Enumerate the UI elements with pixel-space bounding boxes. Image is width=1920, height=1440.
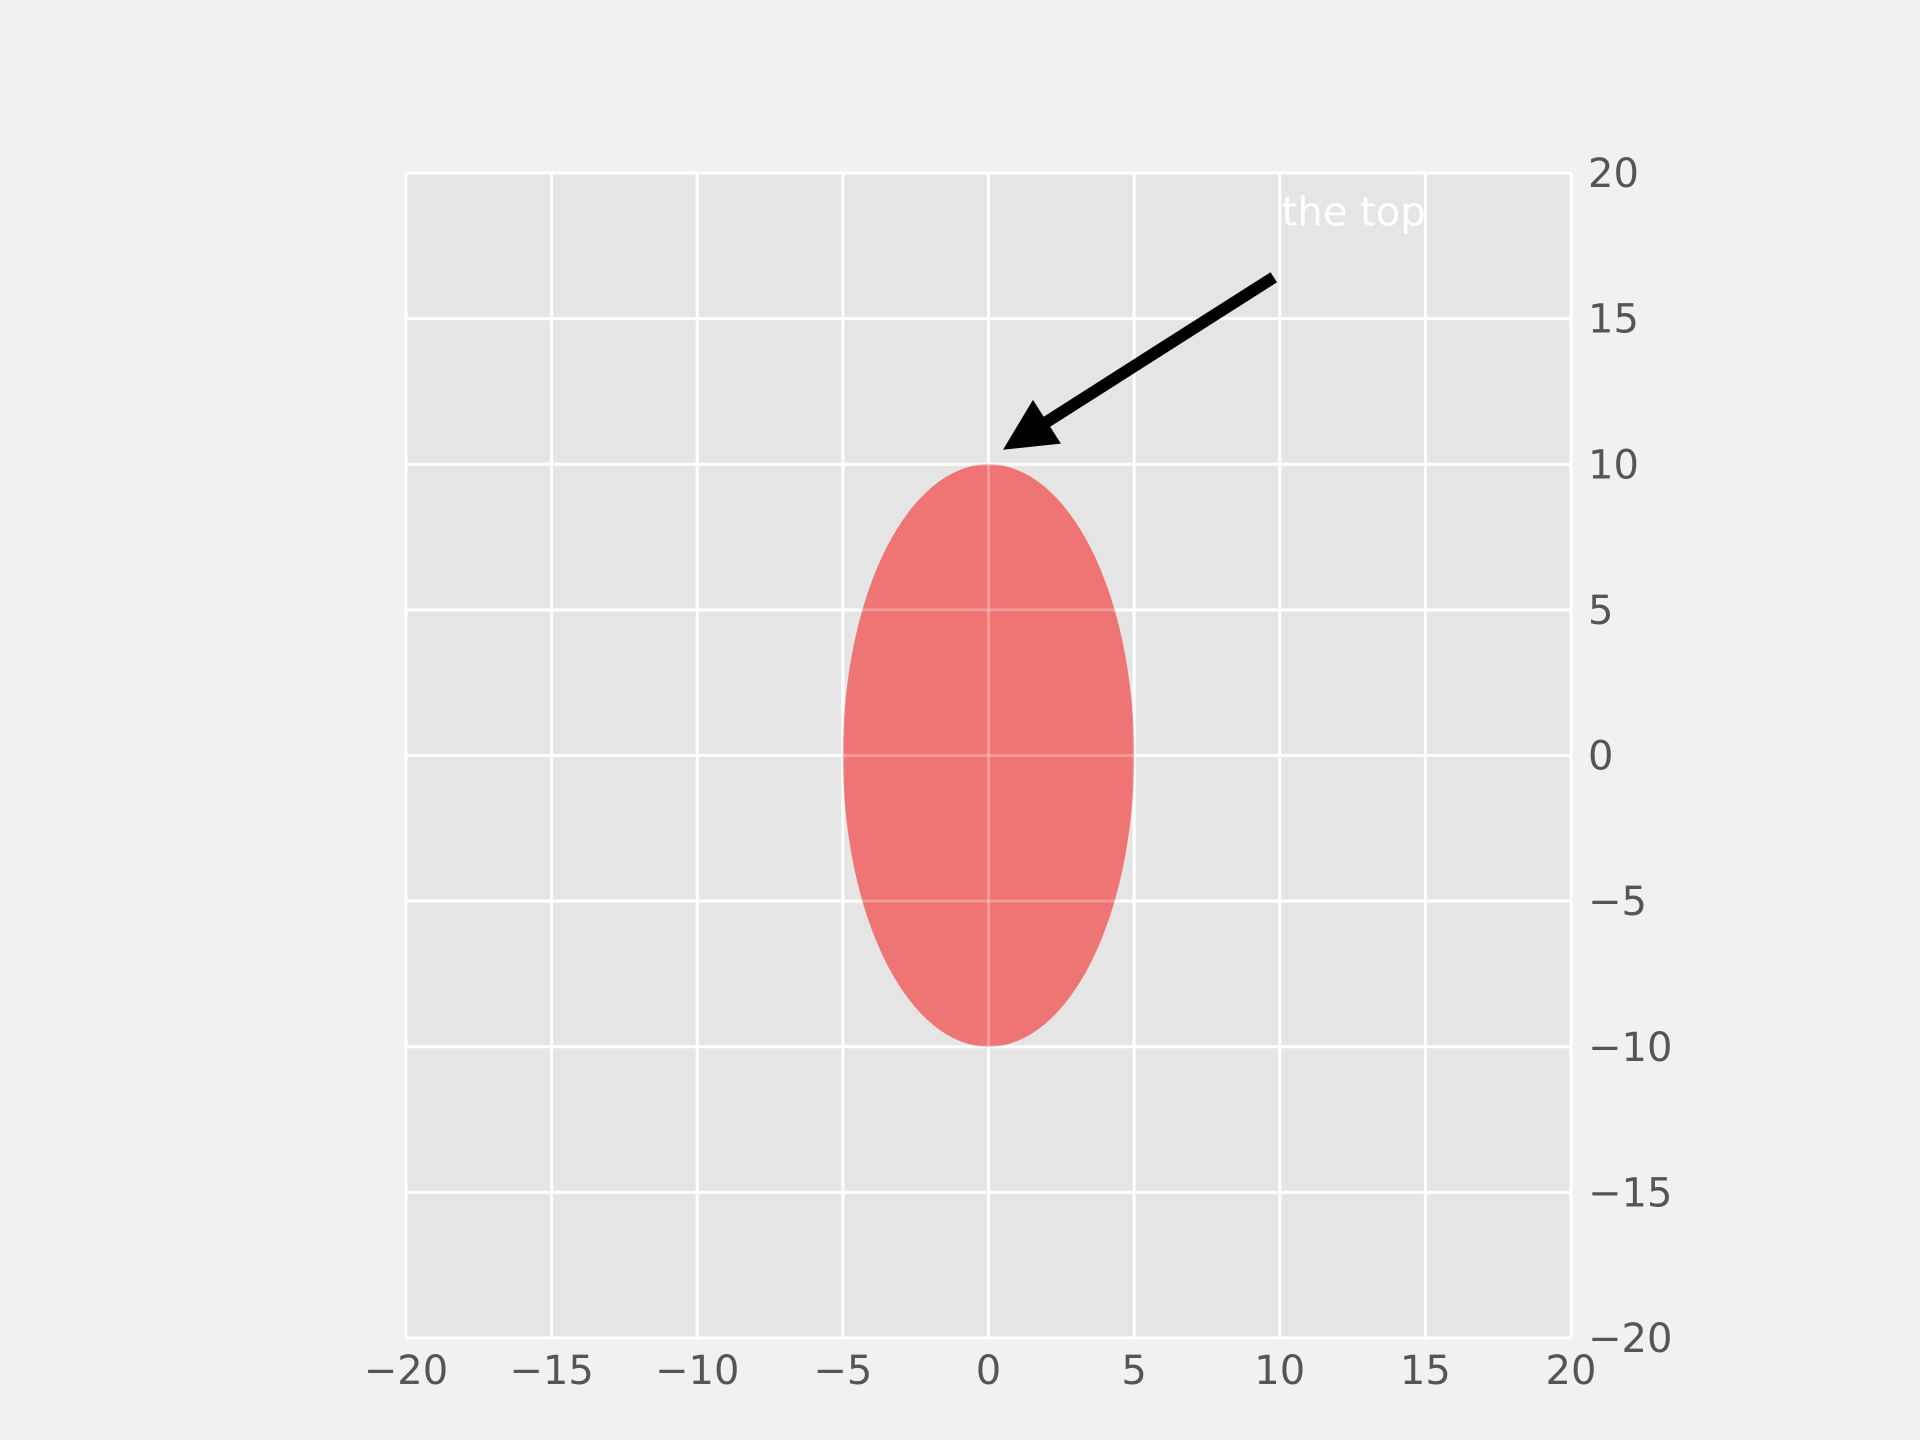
y-tick-label: 5 xyxy=(1588,588,1613,634)
y-tick-label: −5 xyxy=(1588,879,1647,925)
y-tick-label: −15 xyxy=(1588,1170,1672,1216)
annotation-text: the top xyxy=(1282,189,1426,235)
annotations: the top xyxy=(1003,189,1426,450)
x-tick-label: 10 xyxy=(1254,1348,1305,1394)
x-tick-label: −10 xyxy=(655,1348,739,1394)
y-tick-label: 20 xyxy=(1588,151,1639,197)
y-axis-ticks: −20 −15 −10 −5 0 5 10 15 20 xyxy=(1588,151,1672,1362)
y-tick-label: 10 xyxy=(1588,442,1639,488)
x-tick-label: −20 xyxy=(364,1348,448,1394)
x-tick-label: 20 xyxy=(1546,1348,1597,1394)
x-tick-label: 0 xyxy=(976,1348,1001,1394)
y-tick-label: −20 xyxy=(1588,1316,1672,1362)
y-tick-label: 0 xyxy=(1588,734,1613,780)
plot-shapes xyxy=(404,171,1573,1340)
ellipse-patch xyxy=(842,464,1135,1047)
y-tick-label: −10 xyxy=(1588,1025,1672,1071)
x-tick-label: −15 xyxy=(509,1348,593,1394)
y-tick-label: 15 xyxy=(1588,297,1639,343)
x-axis-ticks: −20 −15 −10 −5 0 5 10 15 20 xyxy=(364,1348,1597,1394)
x-tick-label: 5 xyxy=(1121,1348,1146,1394)
annotation-arrow xyxy=(1003,272,1277,450)
x-tick-label: −5 xyxy=(813,1348,872,1394)
x-tick-label: 15 xyxy=(1400,1348,1451,1394)
